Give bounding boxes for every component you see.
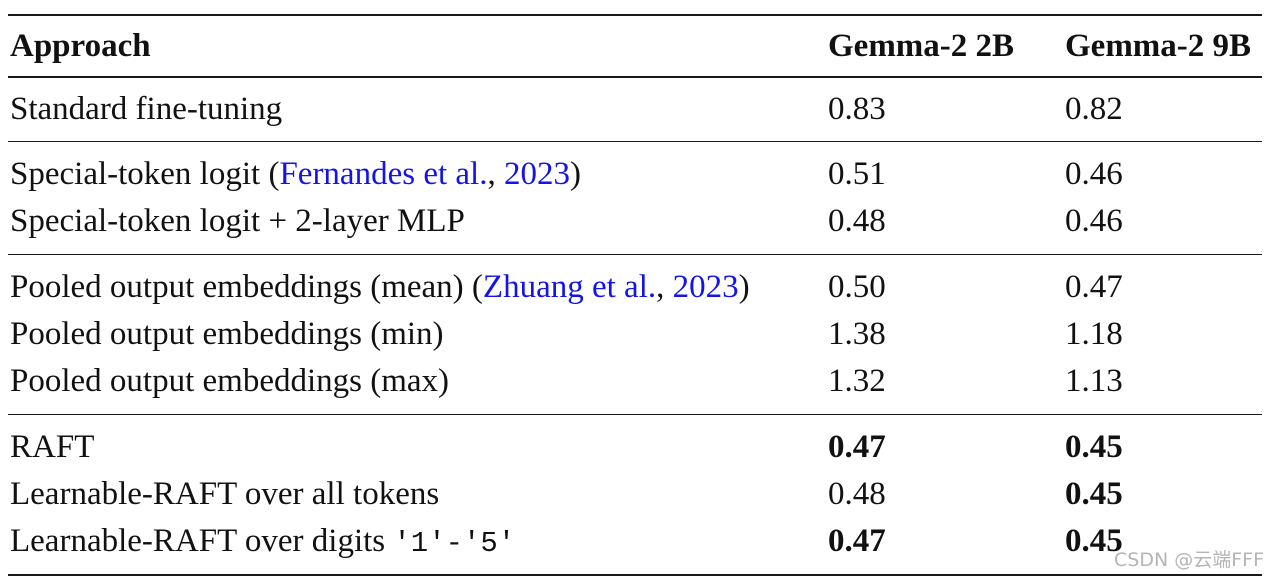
row-group: Pooled output embeddings (mean) (Zhuang …	[8, 255, 1262, 414]
gemma-9b-value: 0.82	[1065, 91, 1123, 127]
table-row: Pooled output embeddings (max) 1.32 1.13	[8, 358, 1262, 405]
gemma-9b-value: 0.45	[1065, 429, 1123, 465]
approach-cell: Special-token logit + 2-layer MLP	[8, 205, 828, 238]
top-rule	[8, 14, 1262, 16]
table-row: Pooled output embeddings (min) 1.38 1.18	[8, 311, 1262, 358]
citation-separator: ,	[487, 156, 504, 192]
approach-label: Standard fine-tuning	[10, 91, 283, 127]
header-gemma-2b: Gemma-2 2B	[828, 27, 1015, 64]
table-row: Special-token logit + 2-layer MLP 0.48 0.4…	[8, 198, 1262, 245]
group-divider	[8, 254, 1262, 255]
citation-close: )	[569, 156, 581, 192]
table-body: Standard fine-tuning 0.83 0.82 Special-toke…	[8, 78, 1262, 574]
header-approach: Approach	[10, 27, 151, 64]
table-row: Learnable-RAFT over all tokens 0.48 0.45	[8, 471, 1262, 518]
approach-label: Pooled output embeddings (mean) (	[10, 269, 483, 305]
approach-cell: Learnable-RAFT over all tokens	[8, 478, 828, 511]
citation-separator: ,	[656, 269, 673, 305]
approach-cell: Pooled output embeddings (min)	[8, 318, 828, 351]
approach-label: Special-token logit + 2-layer MLP	[10, 203, 465, 239]
gemma-2b-value: 0.51	[828, 156, 886, 192]
header-rule	[8, 76, 1262, 78]
approach-label: RAFT	[10, 429, 95, 465]
table-row: Pooled output embeddings (mean) (Zhuang …	[8, 264, 1262, 311]
gemma-2b-value: 0.47	[828, 429, 886, 465]
approach-cell: Pooled output embeddings (mean) (Zhuang …	[8, 271, 828, 304]
row-group: Standard fine-tuning 0.83 0.82	[8, 78, 1262, 141]
approach-cell: Standard fine-tuning	[8, 93, 828, 126]
row-group: RAFT 0.47 0.45 Learnable-RAFT over all toke…	[8, 415, 1262, 574]
gemma-9b-value: 0.46	[1065, 203, 1123, 239]
citation-author-link[interactable]: Fernandes et al.	[279, 156, 488, 192]
gemma-9b-value: 1.13	[1065, 363, 1123, 399]
approach-cell: RAFT	[8, 431, 828, 464]
approach-label: Pooled output embeddings (min)	[10, 316, 444, 352]
approach-label: Learnable-RAFT over all tokens	[10, 476, 440, 512]
approach-label: Special-token logit (	[10, 156, 280, 192]
gemma-2b-value: 0.48	[828, 203, 886, 239]
approach-label: Pooled output embeddings (max)	[10, 363, 450, 399]
table-row: Special-token logit (Fernandes et al., 2…	[8, 151, 1262, 198]
group-divider	[8, 414, 1262, 415]
citation-author-link[interactable]: Zhuang et al.	[482, 269, 657, 305]
gemma-9b-value: 1.18	[1065, 316, 1123, 352]
header-row: Approach Gemma-2 2B Gemma-2 9B	[8, 16, 1262, 76]
gemma-2b-value: 0.83	[828, 91, 886, 127]
digit-range-code: '1'-'5'	[393, 527, 516, 560]
citation-year-link[interactable]: 2023	[503, 156, 570, 192]
approach-cell: Pooled output embeddings (max)	[8, 365, 828, 398]
header-gemma-9b: Gemma-2 9B	[1065, 27, 1252, 64]
approach-cell: Special-token logit (Fernandes et al., 2…	[8, 158, 828, 191]
row-group: Special-token logit (Fernandes et al., 2…	[8, 142, 1262, 254]
gemma-9b-value: 0.47	[1065, 269, 1123, 305]
gemma-2b-value: 1.38	[828, 316, 886, 352]
gemma-9b-value: 0.45	[1065, 523, 1123, 559]
gemma-9b-value: 0.46	[1065, 156, 1123, 192]
bottom-rule	[8, 574, 1262, 576]
results-table: Approach Gemma-2 2B Gemma-2 9B Standard …	[8, 14, 1262, 576]
watermark-text: CSDN @云端FFF	[1114, 549, 1264, 571]
gemma-2b-value: 0.47	[828, 523, 886, 559]
table-row: Standard fine-tuning 0.83 0.82	[8, 86, 1262, 133]
approach-cell: Learnable-RAFT over digits '1'-'5'	[8, 523, 828, 560]
citation-close: )	[738, 269, 750, 305]
citation-year-link[interactable]: 2023	[672, 269, 739, 305]
approach-label: Learnable-RAFT over digits	[10, 523, 394, 559]
table-row: RAFT 0.47 0.45	[8, 424, 1262, 471]
group-divider	[8, 141, 1262, 142]
gemma-2b-value: 1.32	[828, 363, 886, 399]
table-row: Learnable-RAFT over digits '1'-'5' 0.47 0.…	[8, 518, 1262, 565]
gemma-2b-value: 0.50	[828, 269, 886, 305]
gemma-9b-value: 0.45	[1065, 476, 1123, 512]
gemma-2b-value: 0.48	[828, 476, 886, 512]
